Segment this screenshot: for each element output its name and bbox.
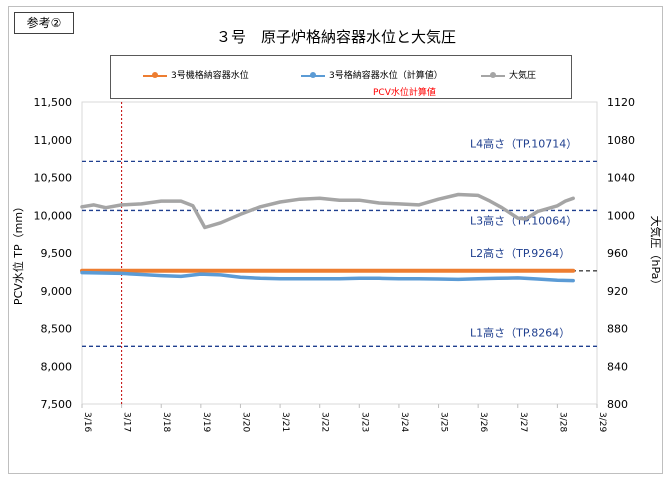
x-tick-label: 3/20 xyxy=(240,412,250,432)
y-right-tick-label: 1040 xyxy=(607,172,635,185)
y-left-axis-label: PCV水位 TP（mm） xyxy=(11,201,25,305)
y-left-tick-label: 8,500 xyxy=(41,323,73,336)
legend-swatch-pcv-calculated xyxy=(301,71,325,78)
reference-line-label: L1高さ（TP.8264） xyxy=(470,325,570,339)
x-tick-label: 3/23 xyxy=(359,412,369,432)
y-right-tick-label: 1000 xyxy=(607,209,635,222)
reference-line-label: L2高さ（TP.9264） xyxy=(470,246,570,260)
x-tick-label: 3/25 xyxy=(439,412,449,432)
series-line-pcv-calculated xyxy=(80,270,575,283)
y-left-tick-label: 11,000 xyxy=(34,134,73,147)
plot-area xyxy=(81,101,598,405)
x-tick-label: 3/27 xyxy=(518,412,528,432)
legend-swatch-pcv-level xyxy=(143,71,167,78)
y-left-tick-label: 10,000 xyxy=(34,209,73,222)
x-tick-label: 3/17 xyxy=(122,412,132,432)
y-right-tick-label: 1120 xyxy=(607,96,635,109)
y-right-tick-label: 880 xyxy=(607,323,628,336)
y-right-tick-label: 1080 xyxy=(607,134,635,147)
chart-frame xyxy=(8,6,663,474)
legend-item-pressure: 大気圧 xyxy=(481,68,536,81)
x-tick-label: 3/26 xyxy=(478,412,488,432)
x-tick-label: 3/22 xyxy=(320,412,330,432)
x-tick-label: 3/29 xyxy=(597,412,607,432)
x-tick-label: 3/18 xyxy=(161,412,171,432)
x-tick-label: 3/28 xyxy=(557,412,567,432)
y-right-tick-label: 960 xyxy=(607,247,628,260)
reference-line-label: L4高さ（TP.10714） xyxy=(470,136,577,150)
legend-item-pcv-calculated: 3号格納容器水位（計算値） xyxy=(301,68,443,81)
y-right-tick-label: 840 xyxy=(607,360,628,373)
legend-label-pcv-calculated: 3号格納容器水位（計算値） xyxy=(329,71,443,81)
y-right-tick-label: 800 xyxy=(607,398,628,411)
x-tick-label: 3/16 xyxy=(82,412,92,432)
legend: 3号機格納容器水位 3号格納容器水位（計算値） 大気圧 PCV水位計算値 xyxy=(110,55,572,99)
legend-label-pressure: 大気圧 xyxy=(509,71,537,81)
legend-label-pcv-level: 3号機格納容器水位 xyxy=(171,71,249,81)
x-tick-label: 3/21 xyxy=(280,412,290,432)
x-tick-label: 3/24 xyxy=(399,412,409,432)
y-left-tick-label: 11,500 xyxy=(34,96,73,109)
reference-badge: 参考② xyxy=(14,12,74,34)
legend-item-pcv-level: 3号機格納容器水位 xyxy=(143,68,249,81)
y-left-tick-label: 9,500 xyxy=(41,247,73,260)
legend-swatch-pressure xyxy=(481,71,505,78)
chart-title: ３号 原子炉格納容器水位と大気圧 xyxy=(215,28,456,46)
y-left-tick-label: 8,000 xyxy=(41,360,73,373)
series-line-pressure xyxy=(80,192,575,230)
x-tick-label: 3/19 xyxy=(201,412,211,432)
y-right-tick-label: 920 xyxy=(607,285,628,298)
y-left-tick-label: 10,500 xyxy=(34,172,73,185)
legend-note: PCV水位計算値 xyxy=(373,88,436,98)
y-right-axis-label: 大気圧（hPa） xyxy=(649,216,663,291)
y-left-tick-label: 9,000 xyxy=(41,285,73,298)
y-left-tick-label: 7,500 xyxy=(41,398,73,411)
